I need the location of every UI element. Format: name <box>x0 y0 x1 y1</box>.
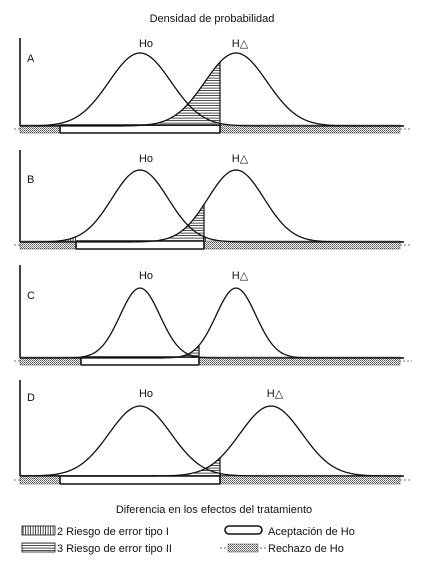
type2-area <box>172 457 220 476</box>
panel-4: D Ho H△ <box>14 380 412 485</box>
ha-curve <box>20 405 402 477</box>
type2-area <box>146 204 204 242</box>
ha-label: H△ <box>232 270 249 282</box>
accept-bar <box>75 240 205 250</box>
ho-label: Ho <box>139 270 153 282</box>
ha-label: H△ <box>232 38 249 50</box>
panel-label: D <box>27 392 35 404</box>
bottom-title: Diferencia en los efectos del tratamient… <box>116 504 312 516</box>
panel-3: C Ho H△ <box>14 265 412 366</box>
accept-bar <box>80 356 200 366</box>
ho-curve <box>20 287 402 359</box>
ha-curve <box>20 52 402 127</box>
type2-area <box>137 62 220 126</box>
panel-label: B <box>27 174 34 186</box>
type2-area <box>172 345 199 358</box>
legend-reject-swatch <box>227 543 259 553</box>
legend-type1-swatch <box>21 525 56 536</box>
ho-label: Ho <box>139 153 153 165</box>
legend-type1-label: 2 Riesgo de error tipo I <box>57 526 169 538</box>
ho-curve <box>20 169 402 243</box>
ha-curve <box>20 169 402 243</box>
legend-accept-label: Aceptación de Ho <box>268 526 355 538</box>
reject-bar-right <box>219 475 401 485</box>
accept-bar <box>59 475 221 485</box>
ho-label: Ho <box>139 38 153 50</box>
ha-curve <box>20 287 402 359</box>
panel-label: A <box>27 53 35 65</box>
legend-accept-swatch <box>224 525 263 535</box>
legend-type2-label: 3 Riesgo de error tipo II <box>57 543 172 555</box>
ha-label: H△ <box>267 388 284 400</box>
panel-label: C <box>27 290 35 302</box>
top-title: Densidad de probabilidad <box>150 13 275 25</box>
legend: 2 Riesgo de error tipo I 3 Riesgo de err… <box>21 525 355 555</box>
legend-type2-swatch <box>21 542 56 553</box>
panel-2: B Ho H△ <box>14 150 412 250</box>
ho-label: Ho <box>139 388 153 400</box>
legend-reject-label: Rechazo de Ho <box>268 543 344 555</box>
reject-bar-left <box>19 475 61 485</box>
panels: A Ho H△ B Ho H△ C Ho H△ D Ho H△ <box>14 38 412 485</box>
panel-1: A Ho H△ <box>14 38 412 134</box>
ho-curve <box>19 405 402 477</box>
ha-label: H△ <box>232 153 249 165</box>
